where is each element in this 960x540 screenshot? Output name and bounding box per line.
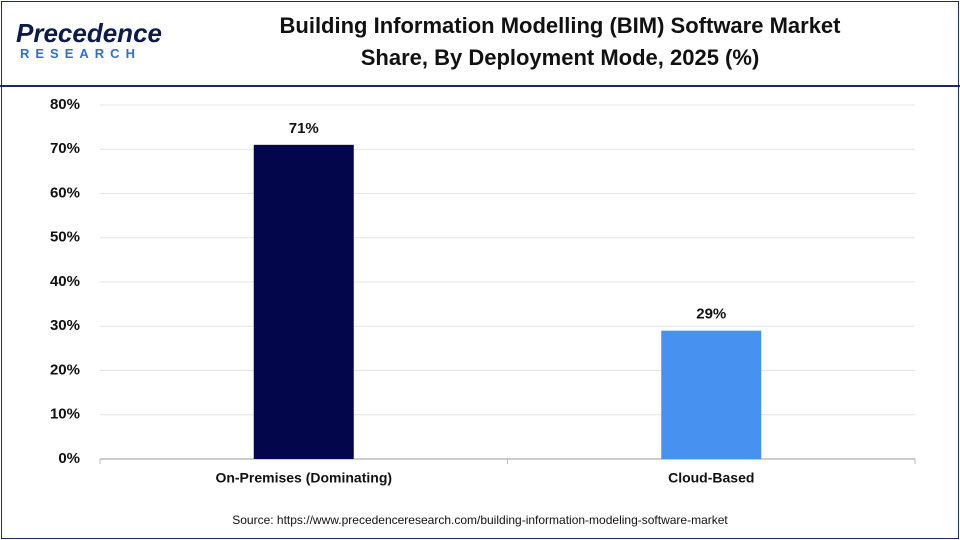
x-tick-label: On-Premises (Dominating) <box>215 470 392 486</box>
y-tick-label: 70% <box>50 140 80 157</box>
y-tick-label: 20% <box>50 361 80 378</box>
y-tick-label: 10% <box>50 406 80 423</box>
x-tick-label: Cloud-Based <box>668 470 754 486</box>
logo-name: Precedence <box>16 18 162 48</box>
bar <box>253 144 354 459</box>
bar <box>661 330 762 459</box>
logo-tagline: RESEARCH <box>20 46 141 61</box>
y-tick-label: 60% <box>50 184 80 201</box>
value-label: 29% <box>696 306 726 323</box>
source: Source: https://www.precedenceresearch.c… <box>232 513 728 527</box>
value-label: 71% <box>289 120 319 137</box>
y-tick-label: 40% <box>50 273 80 290</box>
chart-title: Building Information Modelling (BIM) Sof… <box>279 13 841 70</box>
y-tick-label: 50% <box>50 229 80 246</box>
y-tick-label: 0% <box>58 450 80 467</box>
y-tick-label: 80% <box>50 96 80 113</box>
y-tick-label: 30% <box>50 317 80 334</box>
header-rule <box>0 85 960 87</box>
